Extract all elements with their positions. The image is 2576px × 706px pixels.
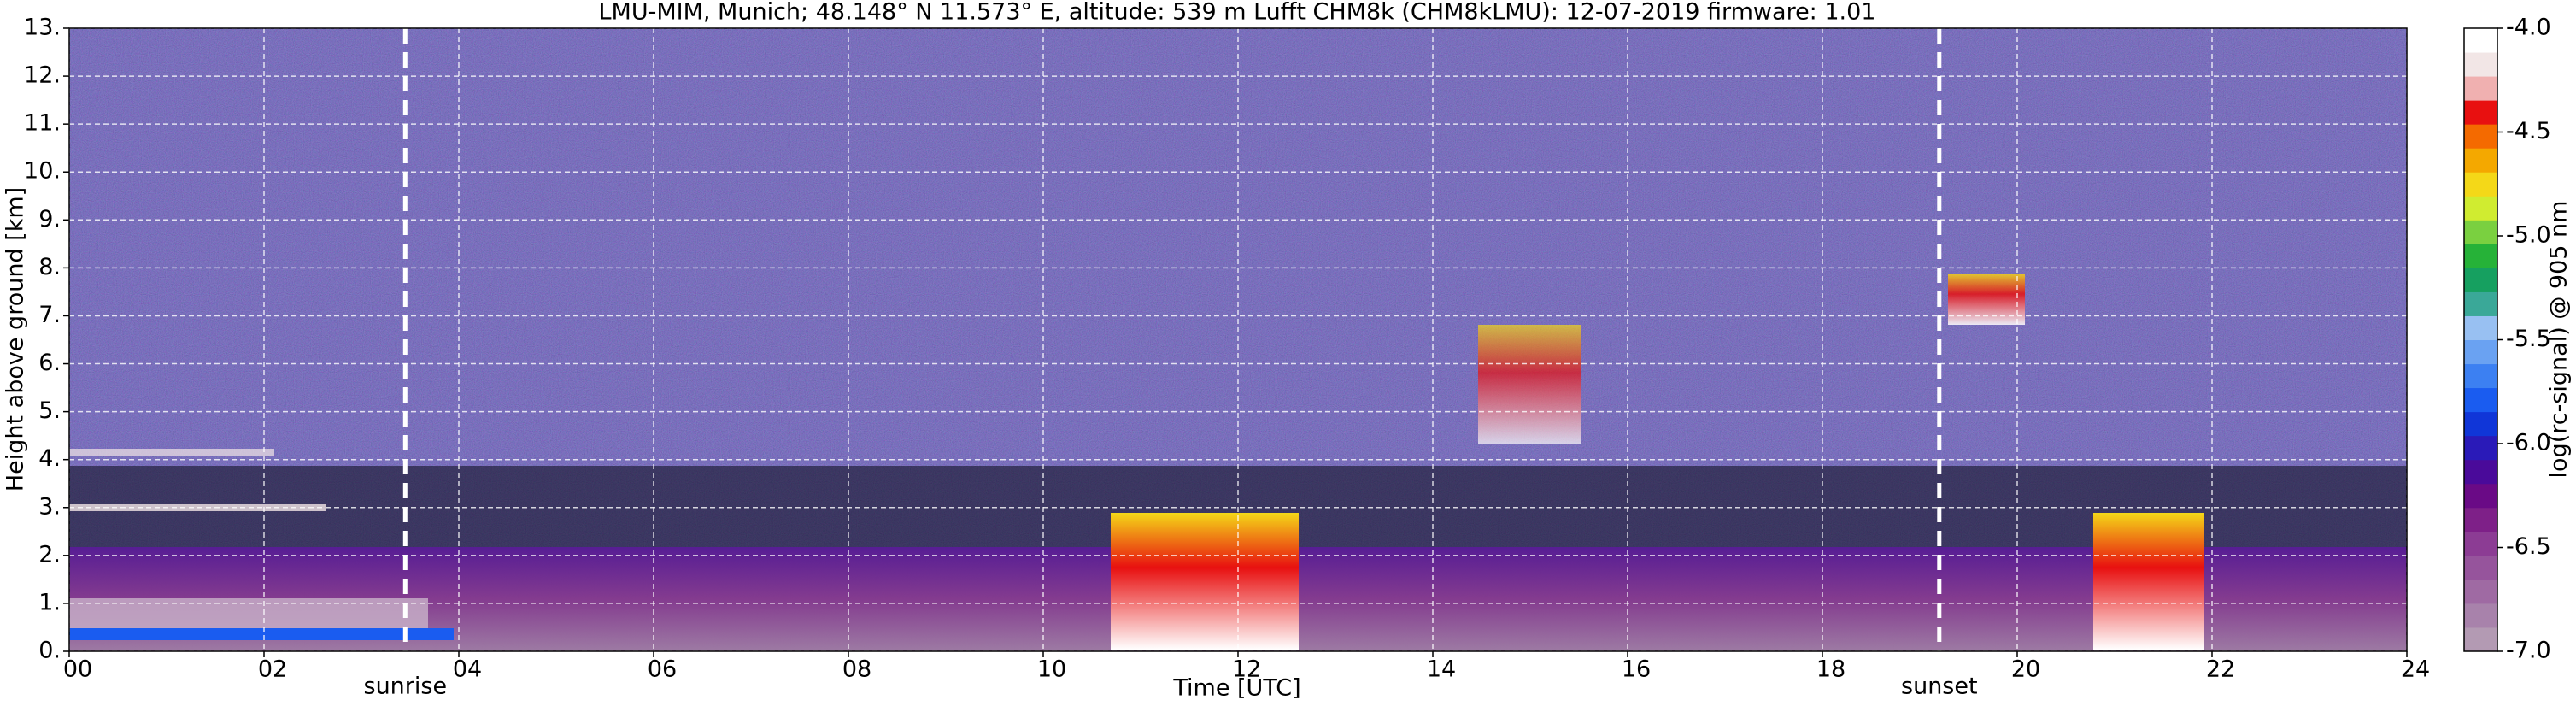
plot-frame — [68, 27, 2408, 652]
colorbar-segment — [2464, 244, 2497, 268]
y-tick-label: 12. — [24, 62, 61, 89]
colorbar-segment — [2464, 148, 2497, 173]
colorbar-segment — [2464, 603, 2497, 628]
y-tick-label: 5. — [38, 397, 61, 424]
colorbar-segment — [2464, 196, 2497, 221]
x-tick-label: 14 — [1427, 656, 1456, 683]
colorbar-segment — [2464, 435, 2497, 461]
colorbar-segment — [2464, 531, 2497, 556]
x-tick-label: 16 — [1622, 656, 1651, 683]
colorbar-segment — [2464, 555, 2497, 580]
y-tick-label: 2. — [38, 541, 61, 568]
x-axis-label: Time [UTC] — [1172, 675, 1300, 702]
y-tick-label: 3. — [38, 493, 61, 520]
x-tick-label: 10 — [1037, 656, 1066, 683]
annotation-label: sunset — [1901, 674, 1978, 700]
y-tick-label: 7. — [38, 302, 61, 328]
y-axis-label: Height above ground [km] — [3, 187, 29, 491]
colorbar-segment — [2464, 291, 2497, 316]
backscatter-texture — [1111, 513, 1299, 650]
x-tick-label: 00 — [63, 656, 92, 683]
colorbar-segment — [2464, 579, 2497, 604]
y-tick-label: 0. — [38, 638, 61, 664]
colorbar-segment — [2464, 52, 2497, 77]
backscatter-texture — [2093, 513, 2204, 650]
colorbar-segment — [2464, 363, 2497, 389]
colorbar-tick-label: -5.0 — [2506, 222, 2551, 249]
colorbar-segment — [2464, 459, 2497, 485]
x-tick-label: 22 — [2206, 656, 2235, 683]
colorbar-segment — [2464, 220, 2497, 244]
colorbar-segment — [2464, 172, 2497, 197]
x-tick-label: 12 — [1232, 656, 1261, 683]
x-tick-label: 06 — [648, 656, 677, 683]
colorbar-tick-label: -7.0 — [2506, 638, 2551, 664]
backscatter-texture — [69, 449, 274, 456]
x-tick-label: 08 — [842, 656, 871, 683]
colorbar-segment — [2464, 76, 2497, 101]
colorbar-segment — [2464, 483, 2497, 509]
x-tick-label: 24 — [2401, 656, 2430, 683]
backscatter-texture — [1948, 274, 2025, 325]
colorbar-segment — [2464, 387, 2497, 413]
colorbar-label: log(rc-signal) @ 905 nm — [2546, 201, 2573, 479]
y-tick-label: 10. — [24, 158, 61, 185]
backscatter-texture — [69, 628, 454, 640]
colorbar-segment — [2464, 507, 2497, 532]
y-tick-label: 8. — [38, 254, 61, 280]
x-tick-label: 02 — [258, 656, 287, 683]
colorbar-segment — [2464, 100, 2497, 125]
backscatter-texture — [1478, 325, 1581, 444]
y-tick-label: 13. — [24, 15, 61, 41]
colorbar-tick-label: -4.0 — [2506, 15, 2551, 41]
colorbar-segment — [2464, 28, 2497, 53]
colorbar-segment — [2464, 315, 2497, 340]
y-tick-label: 4. — [38, 445, 61, 472]
colorbar-segment — [2464, 411, 2497, 437]
x-tick-label: 20 — [2011, 656, 2040, 683]
y-tick-label: 6. — [38, 350, 61, 376]
colorbar-segment — [2464, 268, 2497, 292]
colorbar-segment — [2464, 339, 2497, 365]
y-tick-label: 1. — [38, 589, 61, 615]
x-tick-label: 04 — [453, 656, 482, 683]
colorbar-segment — [2464, 627, 2497, 652]
y-tick-label: 11. — [24, 110, 61, 137]
colorbar-tick-label: -5.5 — [2506, 326, 2551, 352]
chart-title: LMU-MIM, Munich; 48.148° N 11.573° E, al… — [599, 0, 1876, 26]
y-tick-label: 9. — [38, 206, 61, 232]
colorbar-tick-label: -4.5 — [2506, 118, 2551, 144]
colorbar-tick-label: -6.0 — [2506, 430, 2551, 456]
colorbar-tick-label: -6.5 — [2506, 533, 2551, 560]
colorbar-segment — [2464, 124, 2497, 149]
x-tick-label: 18 — [1816, 656, 1845, 683]
annotation-label: sunrise — [364, 674, 448, 700]
